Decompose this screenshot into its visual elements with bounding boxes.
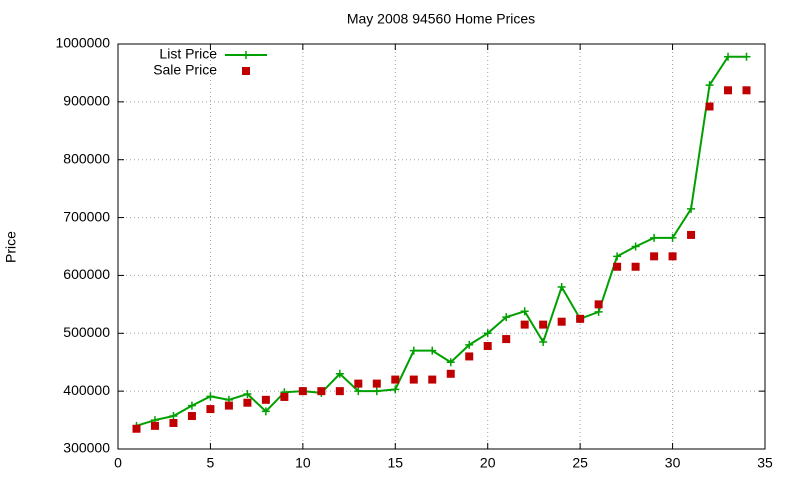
point-marker [613,262,622,271]
point-marker [539,337,548,346]
point-marker [557,317,566,326]
point-marker [206,405,215,414]
plot-border [117,43,766,450]
point-marker [483,342,492,351]
point-marker [335,369,344,378]
x-tick-label: 15 [387,455,403,471]
point-marker [465,340,474,349]
point-marker [391,375,400,384]
point-marker [502,313,511,322]
point-marker [132,424,141,433]
point-marker [261,395,270,404]
legend-label: List Price [159,46,217,62]
point-marker [409,375,418,384]
point-marker [280,392,289,401]
point-marker [335,387,344,396]
point-marker [483,329,492,338]
point-marker [724,86,733,95]
point-marker [724,52,733,61]
series-line [136,55,747,427]
point-marker [187,401,196,410]
point-marker [224,401,233,410]
y-tick-label: 1000000 [55,35,110,51]
x-tick-label: 0 [114,455,122,471]
point-marker [668,252,677,261]
point-marker [428,375,437,384]
point-marker [243,390,252,399]
x-tick-label: 25 [572,455,588,471]
point-marker [169,418,178,427]
legend-label: Sale Price [153,62,217,78]
point-marker [631,262,640,271]
point-marker [372,387,381,396]
point-marker [169,412,178,421]
point-marker [409,346,418,355]
point-marker [243,398,252,407]
y-tick-label: 900000 [63,93,110,109]
point-marker [539,320,548,329]
x-tick-label: 35 [757,455,773,471]
point-marker [650,233,659,242]
point-marker [150,421,159,430]
point-marker [317,387,326,396]
legend-swatch [242,51,250,59]
y-tick-label: 700000 [63,208,110,224]
y-tick-label: 400000 [63,382,110,398]
x-tick-label: 20 [480,455,496,471]
point-marker [391,385,400,394]
chart-title: May 2008 94560 Home Prices [347,11,535,27]
point-marker [705,81,714,90]
point-marker [520,307,529,316]
point-marker [668,233,677,242]
point-marker [687,204,696,213]
point-marker [446,358,455,367]
point-marker [594,307,603,316]
y-tick-label: 500000 [63,324,110,340]
point-marker [206,392,215,401]
point-marker [261,407,270,416]
point-marker [576,314,585,323]
x-tick-label: 10 [295,455,311,471]
point-marker [465,352,474,361]
point-marker [354,379,363,388]
x-tick-label: 30 [665,455,681,471]
y-tick-label: 800000 [63,150,110,166]
point-marker [613,252,622,261]
point-marker [742,52,751,61]
y-tick-label: 600000 [63,266,110,282]
point-marker [354,387,363,396]
point-marker [594,300,603,309]
y-axis-label: Price [3,231,19,263]
point-marker [742,86,751,95]
legend-swatch [242,67,250,75]
point-marker [502,335,511,344]
point-marker [687,230,696,239]
point-marker [520,320,529,329]
y-tick-label: 300000 [63,440,110,456]
point-marker [557,283,566,291]
point-marker [650,252,659,261]
x-tick-label: 5 [207,455,215,471]
point-marker [631,242,640,251]
point-marker [298,387,307,396]
point-marker [372,379,381,388]
point-marker [705,102,714,111]
point-marker [446,369,455,378]
point-marker [187,412,196,421]
point-marker [428,346,437,355]
